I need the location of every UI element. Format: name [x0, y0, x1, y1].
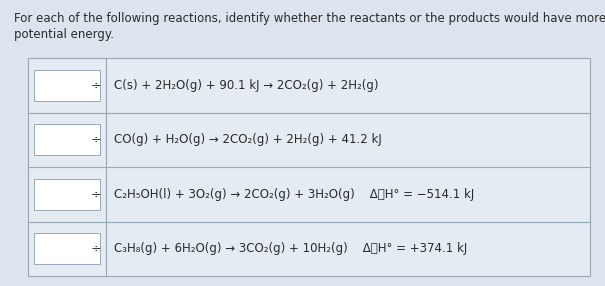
Text: ÷: ÷ — [91, 133, 101, 146]
Text: C₂H₅OH(l) + 3O₂(g) → 2CO₂(g) + 3H₂O(g)    ΔⰉH° = −514.1 kJ: C₂H₅OH(l) + 3O₂(g) → 2CO₂(g) + 3H₂O(g) Δ… — [114, 188, 474, 201]
Text: C₃H₈(g) + 6H₂O(g) → 3CO₂(g) + 10H₂(g)    ΔⰉH° = +374.1 kJ: C₃H₈(g) + 6H₂O(g) → 3CO₂(g) + 10H₂(g) ΔⰉ… — [114, 242, 467, 255]
Bar — [34, 179, 100, 210]
Text: ÷: ÷ — [91, 242, 101, 255]
Text: potential energy.: potential energy. — [14, 28, 114, 41]
Bar — [34, 233, 100, 264]
Bar — [28, 58, 590, 276]
Bar — [34, 70, 100, 100]
Text: ÷: ÷ — [91, 188, 101, 201]
Text: C(s) + 2H₂O(g) + 90.1 kJ → 2CO₂(g) + 2H₂(g): C(s) + 2H₂O(g) + 90.1 kJ → 2CO₂(g) + 2H₂… — [114, 79, 379, 92]
Bar — [34, 124, 100, 155]
Text: ÷: ÷ — [91, 79, 101, 92]
Text: CO(g) + H₂O(g) → 2CO₂(g) + 2H₂(g) + 41.2 kJ: CO(g) + H₂O(g) → 2CO₂(g) + 2H₂(g) + 41.2… — [114, 133, 382, 146]
Text: For each of the following reactions, identify whether the reactants or the produ: For each of the following reactions, ide… — [14, 12, 605, 25]
